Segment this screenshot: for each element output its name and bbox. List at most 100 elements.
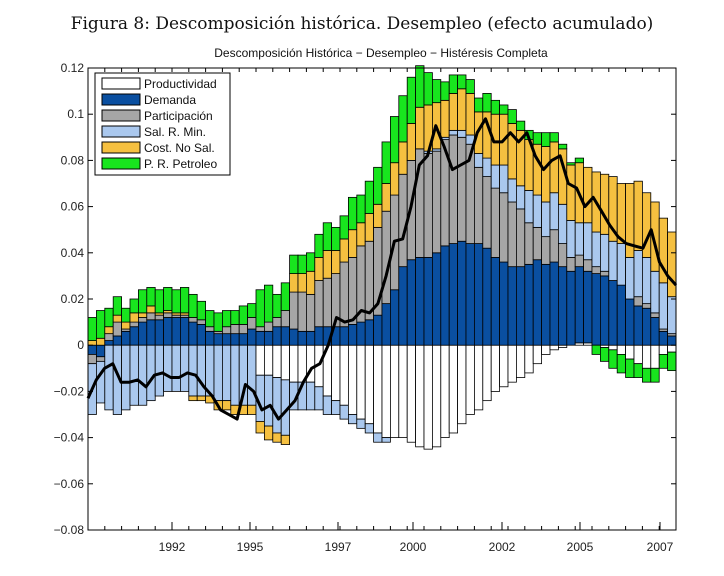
bar-segment-p-r-petroleo: [213, 312, 223, 332]
bar-segment-sal-r-min-: [566, 220, 576, 258]
bar-segment-p-r-petroleo: [616, 354, 627, 374]
bar-segment-sal-r-min-: [591, 231, 601, 268]
bar-segment-participaci-n: [255, 326, 265, 332]
bar-segment-p-r-petroleo: [305, 252, 316, 272]
bar-segment-sal-r-min-: [633, 250, 643, 298]
bar-segment-p-r-petroleo: [221, 310, 232, 328]
bar-segment-productividad: [406, 344, 417, 443]
bar-segment-participaci-n: [87, 354, 97, 365]
legend-label: Demanda: [144, 93, 196, 107]
legend-swatch: [101, 157, 141, 170]
bar-segment-cost-no-sal-: [104, 326, 114, 335]
legend-swatch: [101, 109, 141, 122]
bar-segment-productividad: [616, 344, 627, 355]
bar-segment-p-r-petroleo: [196, 300, 206, 321]
bar-segment-sal-r-min-: [608, 240, 618, 281]
bar-segment-demanda: [121, 330, 131, 346]
bar-segment-productividad: [465, 344, 475, 415]
bar-segment-demanda: [490, 257, 501, 346]
bar-segment-demanda: [263, 330, 274, 346]
bar-segment-p-r-petroleo: [205, 310, 215, 328]
bar-segment-demanda: [516, 266, 526, 346]
bar-segment-p-r-petroleo: [507, 109, 517, 124]
bar-segment-demanda: [104, 340, 114, 346]
bar-segment-productividad: [608, 344, 618, 351]
bar-segment-sal-r-min-: [272, 377, 282, 434]
legend-swatch: [101, 141, 141, 154]
bar-segment-cost-no-sal-: [272, 432, 282, 443]
bar-segment-participaci-n: [188, 317, 198, 323]
bar-segment-participaci-n: [499, 192, 509, 263]
bar-segment-participaci-n: [205, 326, 215, 332]
legend-swatch: [101, 125, 141, 138]
bar-segment-sal-r-min-: [331, 400, 341, 415]
bar-segment-participaci-n: [566, 257, 576, 272]
bar-segment-demanda: [305, 330, 316, 346]
bar-segment-productividad: [457, 344, 467, 425]
bars: [87, 65, 677, 450]
bar-segment-sal-r-min-: [213, 344, 223, 402]
bar-segment-cost-no-sal-: [331, 250, 341, 274]
bar-segment-productividad: [431, 344, 442, 448]
bar-segment-p-r-petroleo: [633, 363, 643, 378]
bar-segment-p-r-petroleo: [129, 298, 139, 314]
bar-segment-participaci-n: [280, 310, 291, 328]
bar-segment-sal-r-min-: [373, 432, 383, 443]
bar-segment-demanda: [196, 324, 206, 346]
bar-segment-demanda: [524, 263, 534, 346]
bar-segment-productividad: [263, 344, 274, 376]
bar-segment-cost-no-sal-: [339, 238, 349, 263]
bar-segment-productividad: [398, 344, 408, 439]
bar-segment-cost-no-sal-: [364, 213, 375, 242]
bar-segment-demanda: [347, 324, 358, 346]
bar-segment-sal-r-min-: [305, 381, 316, 411]
bar-segment-participaci-n: [272, 317, 282, 328]
bar-segment-demanda: [129, 326, 139, 346]
bar-segment-participaci-n: [322, 277, 333, 328]
bar-segment-p-r-petroleo: [516, 120, 526, 131]
bar-segment-cost-no-sal-: [440, 99, 450, 138]
bar-segment-cost-no-sal-: [96, 337, 106, 346]
bar-segment-cost-no-sal-: [347, 229, 358, 258]
bar-segment-productividad: [642, 344, 652, 369]
bar-segment-demanda: [297, 330, 307, 346]
bar-segment-participaci-n: [339, 261, 349, 328]
y-tick-label: 0.1: [67, 107, 84, 121]
bar-segment-participaci-n: [574, 254, 585, 268]
legend-swatch: [101, 93, 141, 106]
bar-segment-sal-r-min-: [507, 178, 517, 203]
bar-segment-p-r-petroleo: [339, 215, 349, 240]
bar-segment-productividad: [507, 344, 517, 383]
bar-segment-sal-r-min-: [163, 344, 173, 392]
bar-segment-cost-no-sal-: [389, 162, 400, 196]
bar-segment-productividad: [381, 344, 391, 439]
legend-swatch: [101, 77, 141, 90]
bar-segment-cost-no-sal-: [221, 400, 232, 411]
bar-segment-sal-r-min-: [179, 344, 190, 392]
bar-segment-participaci-n: [431, 150, 442, 254]
bar-segment-demanda: [431, 252, 442, 346]
bar-segment-productividad: [658, 344, 669, 355]
bar-segment-participaci-n: [600, 270, 610, 277]
bar-segment-p-r-petroleo: [289, 254, 299, 274]
bar-segment-participaci-n: [112, 321, 122, 337]
bar-segment-demanda: [482, 247, 492, 346]
bar-segment-demanda: [373, 314, 383, 346]
y-tick-label: −0.02: [54, 384, 85, 398]
bar-segment-p-r-petroleo: [415, 65, 425, 108]
bar-segment-demanda: [608, 280, 618, 346]
bar-segment-p-r-petroleo: [331, 226, 341, 251]
bar-segment-demanda: [163, 317, 173, 346]
y-tick-label: 0.06: [61, 200, 85, 214]
bar-segment-productividad: [347, 344, 358, 415]
bar-segment-demanda: [112, 335, 122, 346]
bar-segment-participaci-n: [524, 222, 534, 265]
bar-segment-demanda: [616, 284, 627, 346]
bar-segment-demanda: [415, 257, 425, 346]
bar-segment-productividad: [633, 344, 643, 365]
y-tick-label: −0.04: [54, 431, 85, 445]
bar-segment-participaci-n: [541, 236, 551, 265]
bar-segment-sal-r-min-: [524, 190, 534, 224]
bar-segment-cost-no-sal-: [381, 183, 391, 212]
bar-segment-sal-r-min-: [650, 270, 660, 314]
